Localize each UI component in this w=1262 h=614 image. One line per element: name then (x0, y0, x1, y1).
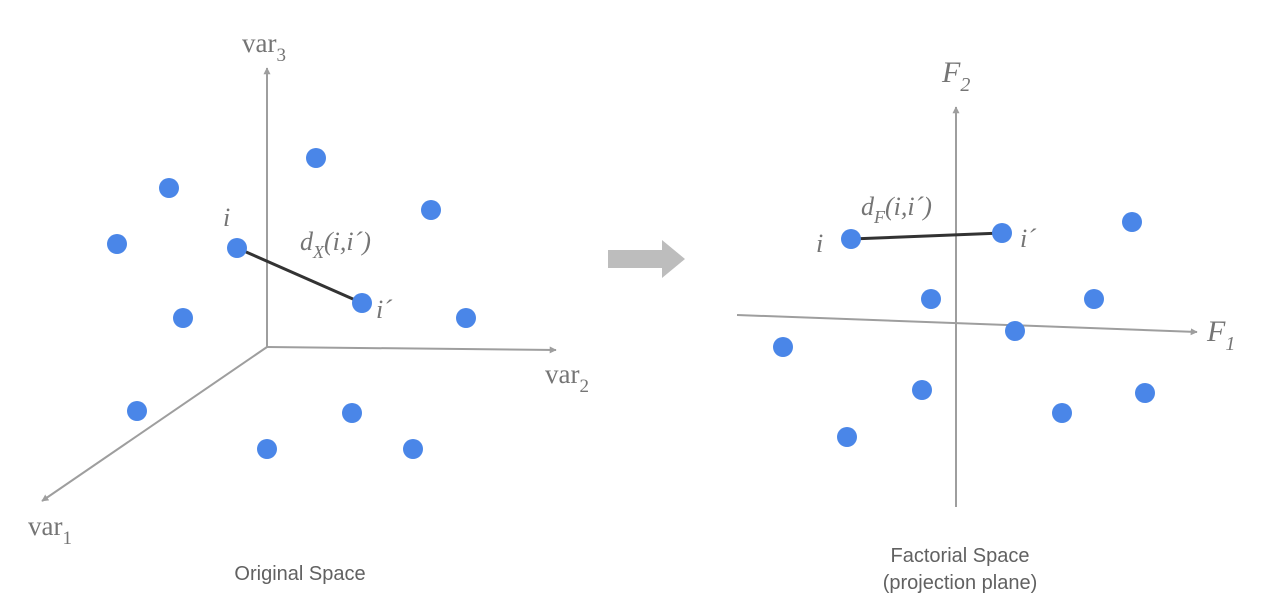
data-point (456, 308, 476, 328)
factorial-space-subcaption: (projection plane) (883, 572, 1038, 594)
original-space-caption: Original Space (234, 563, 365, 585)
point-i-prime (352, 293, 372, 313)
data-point (127, 401, 147, 421)
data-point (403, 439, 423, 459)
var2-axis-label: var2 (545, 359, 589, 397)
data-point (107, 234, 127, 254)
var3-axis-label: var3 (242, 28, 286, 66)
data-point (1084, 289, 1104, 309)
data-point (421, 200, 441, 220)
factorial-space-panel: F2 F1 i i´ dF(i,i´) Factorial Space (pro… (736, 56, 1235, 594)
f1-axis-label: F1 (1206, 315, 1235, 355)
data-point (921, 289, 941, 309)
point-i (841, 229, 861, 249)
right-arrow-icon (608, 240, 685, 278)
var1-axis-label: var1 (28, 511, 72, 549)
data-point (306, 148, 326, 168)
original-points (107, 148, 476, 459)
data-point (1122, 212, 1142, 232)
factorial-space-caption: Factorial Space (891, 545, 1030, 567)
point-i-prime-label: i´ (1020, 224, 1037, 253)
data-point (912, 380, 932, 400)
f2-axis-label: F2 (941, 56, 970, 96)
original-space-panel: var3 var2 var1 i i´ dX(i,i´) Original Sp… (28, 28, 589, 585)
data-point (342, 403, 362, 423)
original-distance-label: dX(i,i´) (300, 227, 371, 262)
data-point (773, 337, 793, 357)
data-point (159, 178, 179, 198)
point-i-label: i (223, 203, 230, 232)
data-point (837, 427, 857, 447)
data-point (1052, 403, 1072, 423)
data-point (257, 439, 277, 459)
data-point (173, 308, 193, 328)
var2-axis (266, 346, 557, 354)
var1-axis (41, 346, 268, 502)
original-distance-line (236, 246, 363, 305)
factorial-distance-label: dF(i,i´) (861, 192, 932, 227)
point-i-prime (992, 223, 1012, 243)
point-i-label: i (816, 229, 823, 258)
f1-axis (736, 314, 1198, 336)
point-i-prime-label: i´ (376, 295, 393, 324)
point-i (227, 238, 247, 258)
data-point (1135, 383, 1155, 403)
factorial-points (773, 212, 1155, 447)
data-point (1005, 321, 1025, 341)
factorial-distance-line (850, 231, 1003, 241)
